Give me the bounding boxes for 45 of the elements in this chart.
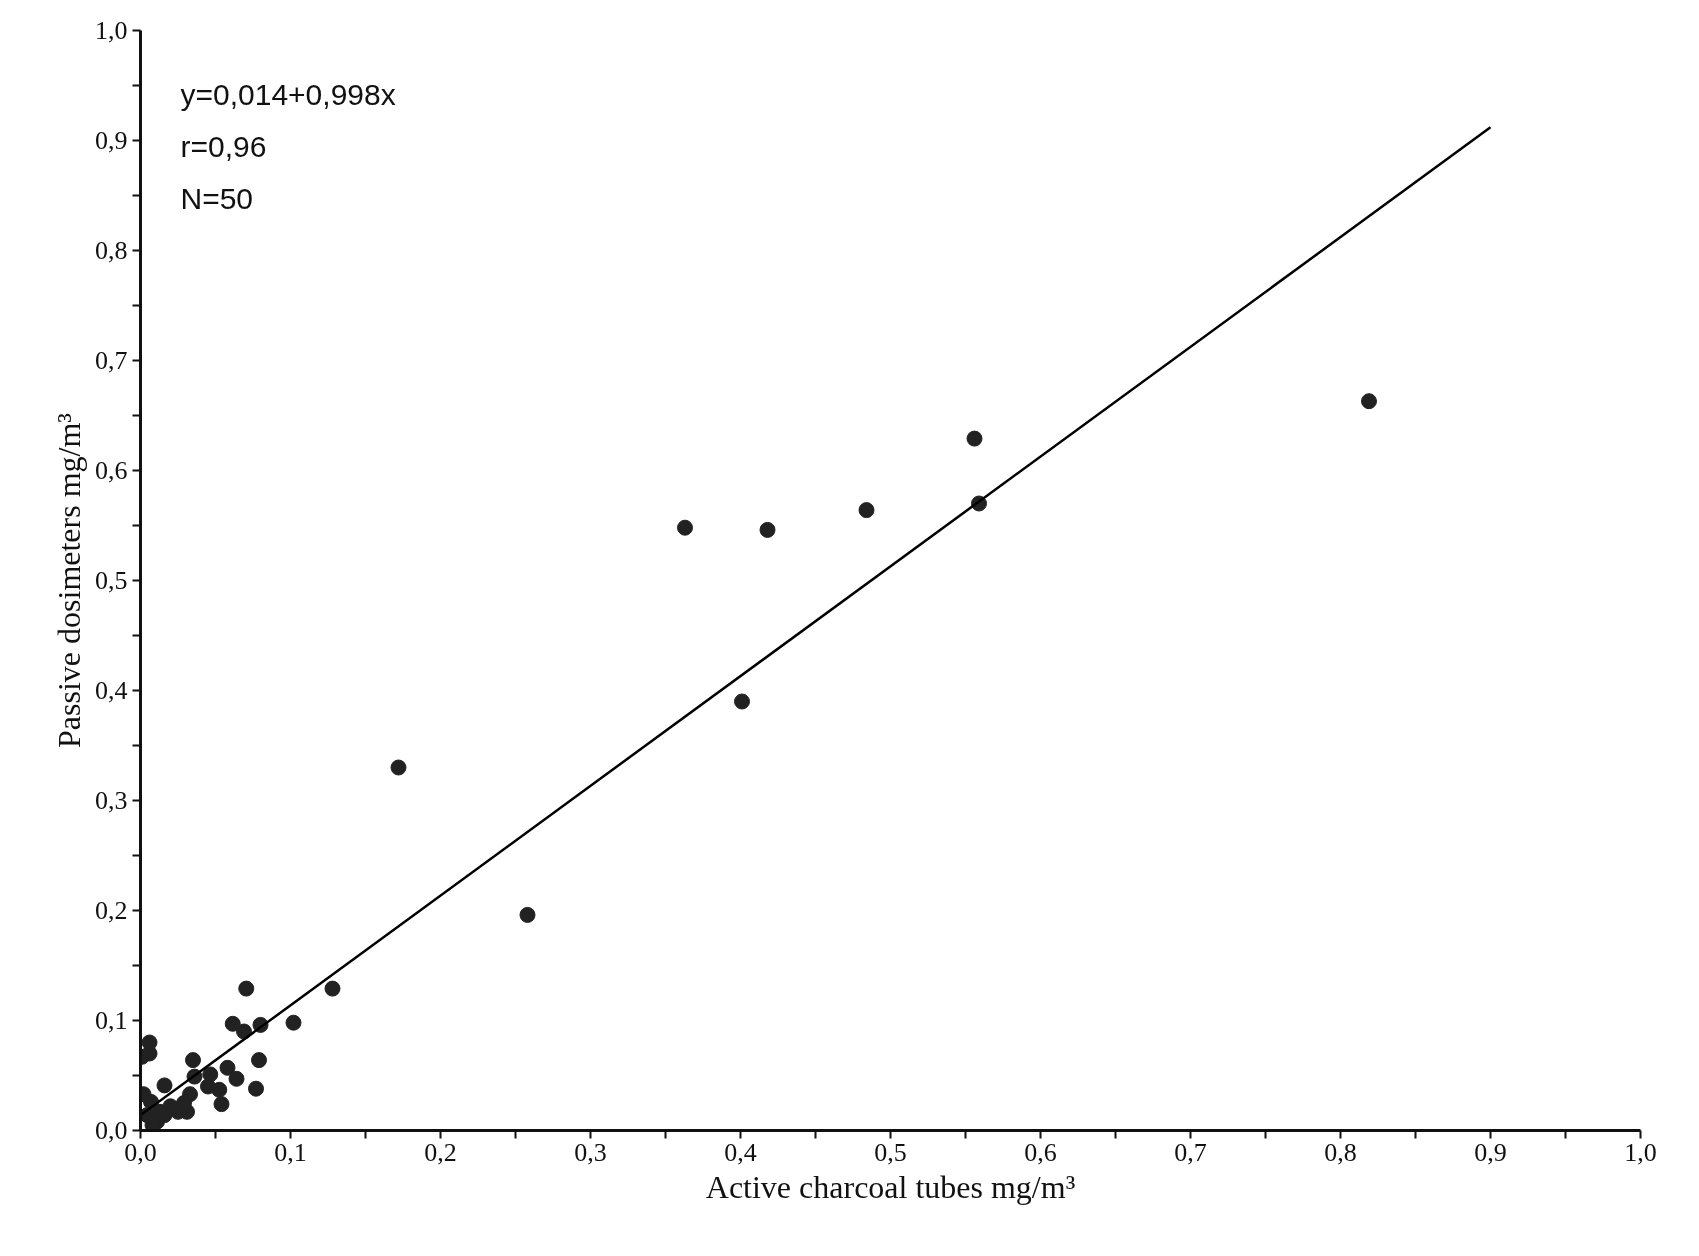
y-tick-label: 1,0 bbox=[95, 16, 128, 45]
y-tick-label: 0,1 bbox=[95, 1006, 128, 1035]
point bbox=[677, 519, 693, 536]
y-tick-label: 0,9 bbox=[95, 126, 128, 155]
y-tick-label: 0,3 bbox=[95, 786, 128, 815]
x-tick-label: 0,4 bbox=[724, 1137, 757, 1167]
y-tick-label: 0,4 bbox=[95, 676, 128, 705]
point bbox=[219, 1059, 236, 1076]
x-tick-label: 0,5 bbox=[874, 1137, 907, 1167]
point bbox=[238, 980, 255, 997]
y-tick-label: 0,2 bbox=[95, 896, 128, 925]
y-axis-title: Passive dosimeters mg/m³ bbox=[51, 413, 87, 748]
point bbox=[519, 906, 536, 923]
x-tick-label: 0,8 bbox=[1324, 1137, 1357, 1167]
y-tick-label: 0,5 bbox=[95, 566, 128, 595]
point bbox=[858, 502, 875, 519]
x-tick-label: 0,7 bbox=[1174, 1137, 1207, 1167]
point bbox=[390, 759, 407, 776]
x-tick-label: 0,9 bbox=[1474, 1137, 1507, 1167]
point bbox=[285, 1014, 302, 1031]
point bbox=[248, 1080, 264, 1097]
point bbox=[213, 1096, 230, 1113]
point bbox=[734, 693, 750, 710]
x-tick-label: 0,2 bbox=[424, 1137, 457, 1167]
point bbox=[211, 1081, 228, 1098]
point bbox=[759, 521, 776, 538]
annotation: y=0,014+0,998x bbox=[180, 77, 396, 111]
x-axis-title: Active charcoal tubes mg/m³ bbox=[705, 1168, 1076, 1205]
point bbox=[156, 1077, 173, 1094]
annotation: r=0,96 bbox=[180, 129, 267, 163]
point bbox=[228, 1070, 245, 1087]
y-tick-label: 0,6 bbox=[95, 456, 128, 485]
x-tick-label: 0,6 bbox=[1024, 1137, 1057, 1167]
y-tick-label: 0,7 bbox=[95, 346, 128, 375]
x-tick-label: 0,3 bbox=[574, 1137, 607, 1167]
point bbox=[324, 980, 341, 997]
point bbox=[185, 1052, 201, 1069]
x-tick-label: 0,1 bbox=[274, 1137, 307, 1167]
y-tick-label: 0,8 bbox=[95, 236, 128, 265]
point bbox=[251, 1052, 267, 1069]
point bbox=[1361, 393, 1377, 410]
point bbox=[966, 430, 983, 447]
point bbox=[224, 1015, 241, 1032]
annotation: N=50 bbox=[180, 181, 254, 215]
x-tick-label: 1,0 bbox=[1624, 1137, 1657, 1167]
